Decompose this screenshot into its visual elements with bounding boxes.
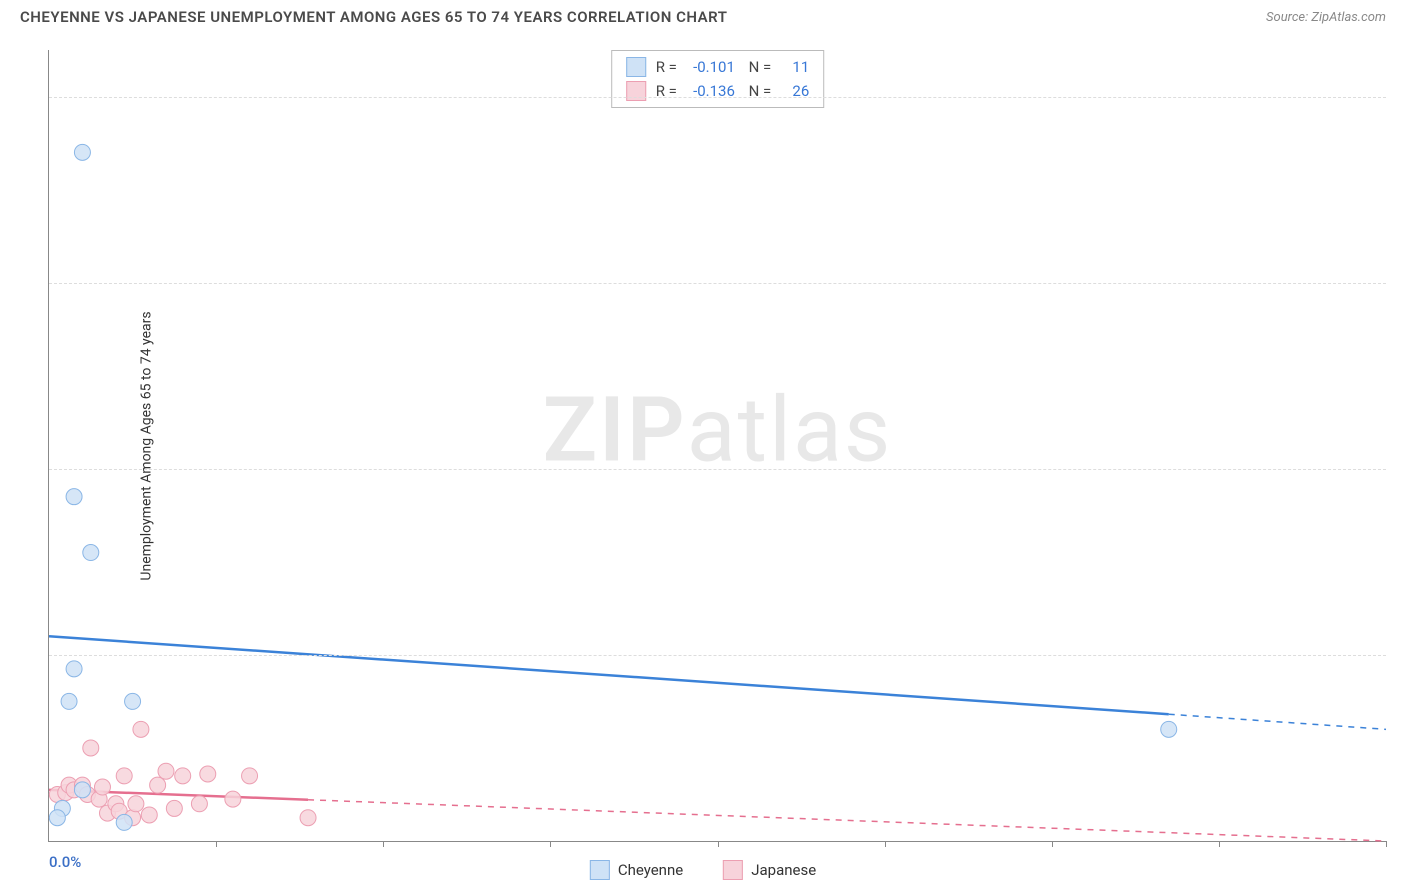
y-tick-label: 20.0% bbox=[1396, 646, 1406, 664]
y-tick-label: 80.0% bbox=[1396, 88, 1406, 106]
data-point bbox=[116, 768, 132, 784]
legend-item: Japanese bbox=[723, 860, 816, 880]
data-point bbox=[66, 661, 82, 677]
x-tick bbox=[1052, 841, 1053, 847]
plot-svg bbox=[49, 50, 1386, 841]
legend-item: Cheyenne bbox=[590, 860, 683, 880]
regression-line-solid bbox=[49, 636, 1169, 714]
x-tick bbox=[216, 841, 217, 847]
gridline bbox=[49, 97, 1386, 98]
data-point bbox=[141, 807, 157, 823]
data-point bbox=[191, 796, 207, 812]
data-point bbox=[74, 144, 90, 160]
data-point bbox=[74, 782, 90, 798]
chart-plot-area: ZIPatlas R = -0.101 N = 11 R = -0.136 N … bbox=[48, 50, 1386, 842]
data-point bbox=[1161, 721, 1177, 737]
y-tick-label: 40.0% bbox=[1396, 460, 1406, 478]
x-tick bbox=[718, 841, 719, 847]
legend-label: Japanese bbox=[751, 861, 816, 879]
legend-swatch bbox=[626, 57, 646, 77]
source-label: Source: ZipAtlas.com bbox=[1266, 10, 1386, 25]
data-point bbox=[116, 814, 132, 830]
data-point bbox=[242, 768, 258, 784]
data-point bbox=[128, 796, 144, 812]
regression-line-dashed bbox=[1169, 714, 1386, 729]
stats-legend: R = -0.101 N = 11 R = -0.136 N = 26 bbox=[611, 50, 825, 108]
data-point bbox=[83, 740, 99, 756]
x-tick-max: 80.0% bbox=[1396, 853, 1406, 871]
stats-row: R = -0.136 N = 26 bbox=[626, 79, 810, 103]
x-tick bbox=[550, 841, 551, 847]
x-tick bbox=[383, 841, 384, 847]
data-point bbox=[150, 777, 166, 793]
legend-swatch bbox=[723, 860, 743, 880]
chart-title: CHEYENNE VS JAPANESE UNEMPLOYMENT AMONG … bbox=[20, 8, 727, 26]
x-tick-min: 0.0% bbox=[49, 853, 81, 871]
data-point bbox=[133, 721, 149, 737]
data-point bbox=[66, 489, 82, 505]
data-point bbox=[49, 810, 65, 826]
n-label: N = bbox=[745, 58, 771, 76]
r-value: -0.101 bbox=[687, 58, 735, 76]
data-point bbox=[94, 779, 110, 795]
stats-row: R = -0.101 N = 11 bbox=[626, 55, 810, 79]
data-point bbox=[175, 768, 191, 784]
legend-label: Cheyenne bbox=[618, 861, 683, 879]
data-point bbox=[200, 766, 216, 782]
data-point bbox=[225, 791, 241, 807]
x-tick bbox=[1219, 841, 1220, 847]
data-point bbox=[83, 545, 99, 561]
regression-line-dashed bbox=[308, 800, 1386, 841]
n-value: 11 bbox=[781, 58, 809, 76]
gridline bbox=[49, 655, 1386, 656]
data-point bbox=[158, 763, 174, 779]
title-bar: CHEYENNE VS JAPANESE UNEMPLOYMENT AMONG … bbox=[0, 0, 1406, 30]
data-point bbox=[125, 693, 141, 709]
legend-swatch bbox=[590, 860, 610, 880]
series-legend: Cheyenne Japanese bbox=[590, 860, 816, 880]
x-tick bbox=[885, 841, 886, 847]
gridline bbox=[49, 469, 1386, 470]
data-point bbox=[300, 810, 316, 826]
legend-swatch bbox=[626, 81, 646, 101]
data-point bbox=[166, 800, 182, 816]
gridline bbox=[49, 283, 1386, 284]
data-point bbox=[61, 693, 77, 709]
x-tick bbox=[1386, 841, 1387, 847]
r-label: R = bbox=[656, 58, 677, 76]
y-tick-label: 60.0% bbox=[1396, 274, 1406, 292]
